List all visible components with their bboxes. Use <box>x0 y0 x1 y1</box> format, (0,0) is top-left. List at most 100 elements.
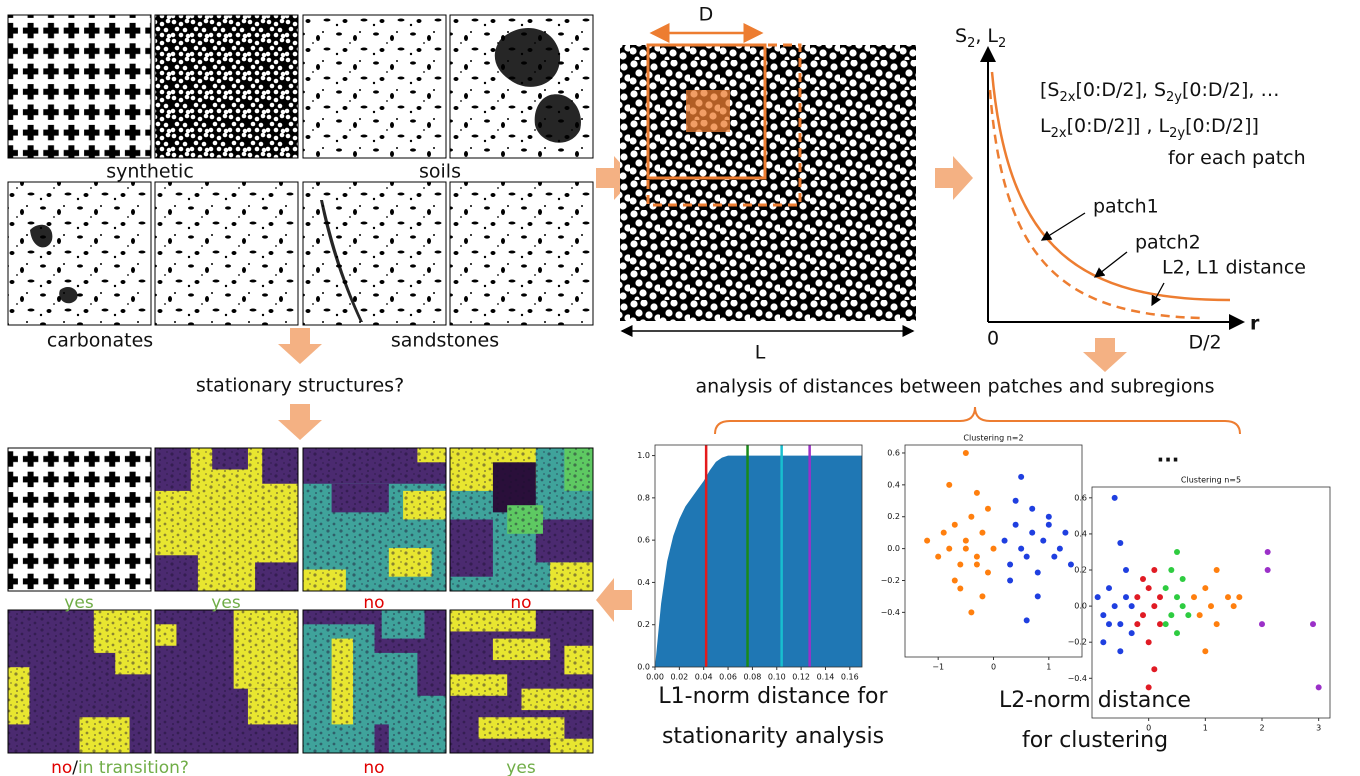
formula-line: L2x[0:D/2]] , L2y[0:D/2]] <box>1040 115 1259 142</box>
scatter-point <box>1315 684 1322 691</box>
scatter-point <box>984 505 991 512</box>
scatter-point <box>1045 513 1052 520</box>
scatter-point <box>951 521 958 528</box>
scatter-point <box>973 561 980 568</box>
arrow-down <box>278 404 322 440</box>
curve-patch1 <box>990 71 1231 302</box>
text-segment: 2 <box>967 36 975 51</box>
x-tick-label: 2 <box>1259 724 1264 733</box>
scatter-point <box>1185 612 1192 619</box>
chart-title: Clustering n=5 <box>1181 476 1241 485</box>
image-label: soils <box>419 161 461 183</box>
y-tick-label: 0.4 <box>887 480 900 489</box>
curve-label: patch1 <box>1093 196 1159 218</box>
formula-line: for each patch <box>1168 147 1306 169</box>
scatter-point <box>1140 612 1146 619</box>
analysis-title: analysis of distances between patches an… <box>695 376 1214 398</box>
image-feature <box>30 224 78 304</box>
scatter-point <box>1117 621 1124 628</box>
scatter-point <box>1162 585 1169 592</box>
y-tick-label: 0.0 <box>887 544 900 553</box>
scatter-point <box>1202 648 1209 655</box>
y-tick-label: −0.4 <box>881 608 900 617</box>
image-label: sandstones <box>391 330 499 352</box>
caption: for clustering <box>1022 728 1168 753</box>
scatter-point <box>1264 567 1271 574</box>
curve-patch2 <box>988 89 1201 320</box>
y-tick-label: 0.6 <box>887 448 900 457</box>
scatter-point <box>1174 594 1180 601</box>
x-axis-label: r <box>1250 313 1260 335</box>
l-label: L <box>755 342 766 364</box>
patch-frame-shifted <box>646 43 802 207</box>
scatter-point <box>1174 630 1180 637</box>
scatter-point <box>984 569 991 576</box>
x-tick-label: 0.04 <box>695 673 713 682</box>
arrow-right <box>596 156 634 200</box>
y-tick-label: 0.2 <box>1074 566 1087 575</box>
scatter-point <box>973 489 980 496</box>
y-tick-label: 0.2 <box>637 620 650 629</box>
y-tick-label: 0.2 <box>887 512 900 521</box>
scatter-point <box>1106 585 1112 592</box>
text-segment: 2 <box>998 36 1006 51</box>
formula: [S2x[0:D/2], S2y[0:D/2], …L2x[0:D/2]] , … <box>1040 79 1306 169</box>
verdict: no <box>510 593 531 613</box>
image-texture <box>154 609 299 754</box>
text-segment: [0:D/2], S <box>1075 79 1166 101</box>
pointer <box>1151 282 1165 307</box>
y-tick-label: 0.0 <box>637 663 650 672</box>
y-axis-label: S2, L2 <box>955 25 1006 52</box>
scatter-point <box>946 481 953 488</box>
pointer <box>1093 251 1128 278</box>
scatter-point <box>1029 505 1036 512</box>
scatter-point <box>1145 684 1152 691</box>
scatter-point <box>968 609 975 616</box>
curve-label: L2, L1 distance <box>1162 257 1306 279</box>
ellipsis: ... <box>1157 443 1180 467</box>
scatter-point <box>1168 567 1175 574</box>
scatter-point <box>1145 585 1152 592</box>
scatter-point <box>1225 594 1231 601</box>
scatter-point <box>1018 545 1025 552</box>
scatter-point <box>1123 594 1129 601</box>
text-segment: [0:D/2]] <box>1185 115 1259 137</box>
scatter-point <box>1007 577 1014 584</box>
text-segment: no <box>510 593 531 613</box>
scatter-point <box>1157 621 1163 628</box>
scatter-point <box>1062 529 1069 536</box>
text-segment: [0:D/2]] , L <box>1067 115 1170 137</box>
scatter-point <box>990 545 997 552</box>
x-tick-label: 0.16 <box>841 673 859 682</box>
sample-image <box>302 14 447 159</box>
image-feature <box>320 200 363 322</box>
image-texture <box>449 609 594 754</box>
text-segment: , L <box>975 25 998 47</box>
scatter-point <box>968 513 975 520</box>
curve-label: patch2 <box>1135 232 1201 254</box>
text-segment: 2x <box>1051 126 1067 141</box>
porous-image <box>620 45 916 321</box>
scatter-point <box>1029 529 1036 536</box>
scatter-point <box>1162 621 1169 628</box>
image-texture <box>449 447 594 592</box>
verdict: yes <box>211 593 241 613</box>
scatter-point <box>1012 497 1019 504</box>
text-segment: S <box>955 25 967 47</box>
y-tick-label: 1.0 <box>637 451 650 460</box>
text-segment: 2y <box>1169 126 1185 141</box>
text-segment: no <box>363 758 384 776</box>
x-end-label: D/2 <box>1188 332 1221 354</box>
scatter-point <box>1145 639 1152 646</box>
y-tick-label: 0.4 <box>637 578 650 587</box>
scatter-point <box>962 545 969 552</box>
scatter-point <box>1151 603 1158 610</box>
text-segment: yes <box>211 593 241 613</box>
image-feature <box>494 28 561 87</box>
y-tick-label: −0.2 <box>881 576 900 585</box>
x-tick-label: 1 <box>1046 663 1051 672</box>
scatter-point <box>1264 548 1271 555</box>
scatter-point <box>1134 594 1141 601</box>
